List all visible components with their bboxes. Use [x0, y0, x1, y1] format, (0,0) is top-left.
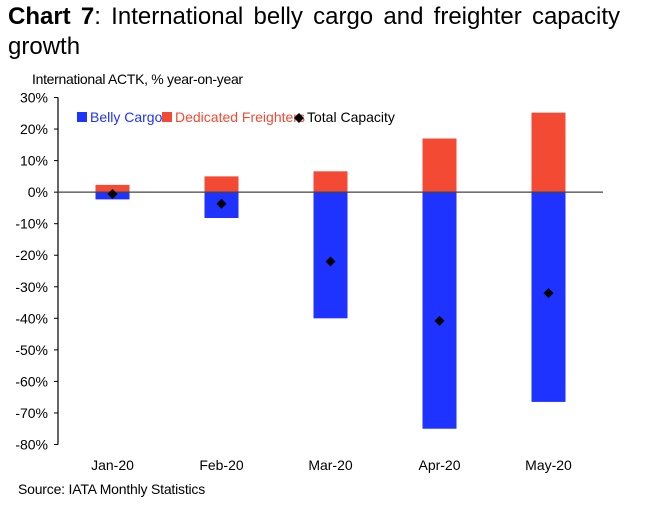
legend-label-total-capacity: Total Capacity — [307, 109, 395, 125]
chart-title: Chart 7: International belly cargo and f… — [8, 2, 620, 62]
legend-swatch-dedicated-freighters — [162, 112, 172, 122]
bar-belly-cargo — [313, 192, 348, 319]
y-tick-label: 30% — [20, 90, 48, 106]
y-tick-label: 10% — [20, 153, 48, 169]
y-tick-label: -60% — [15, 373, 48, 389]
y-tick-label: -50% — [15, 342, 48, 358]
legend-label-belly-cargo: Belly Cargo — [90, 109, 163, 125]
marker-total-capacity — [434, 315, 445, 326]
bar-dedicated-freighters — [531, 112, 566, 193]
y-tick-label: -30% — [15, 279, 48, 295]
x-tick-label: May-20 — [525, 457, 572, 473]
y-tick-label: -20% — [15, 247, 48, 263]
bar-dedicated-freighters — [313, 171, 348, 193]
chart-title-text: : International belly cargo and freighte… — [8, 3, 621, 60]
legend-marker-total-capacity — [294, 113, 304, 123]
x-tick-label: Apr-20 — [418, 457, 460, 473]
y-tick-label: -70% — [15, 405, 48, 421]
legend-swatch-belly-cargo — [77, 112, 87, 122]
source-note: Source: IATA Monthly Statistics — [18, 481, 206, 497]
bar-dedicated-freighters — [95, 184, 130, 193]
marker-total-capacity — [107, 189, 118, 200]
bar-belly-cargo — [422, 192, 457, 429]
marker-total-capacity — [543, 288, 554, 299]
y-tick-label: -80% — [15, 437, 48, 453]
marker-total-capacity — [325, 256, 336, 267]
bar-dedicated-freighters — [422, 138, 457, 193]
bar-dedicated-freighters — [204, 176, 239, 193]
x-tick-label: Feb-20 — [199, 457, 244, 473]
legend-label-dedicated-freighters: Dedicated Freighters — [175, 109, 305, 125]
y-axis-label: International ACTK, % year-on-year — [32, 71, 243, 87]
y-tick-label: 20% — [20, 121, 48, 137]
x-tick-label: Jan-20 — [91, 457, 134, 473]
x-tick-label: Mar-20 — [308, 457, 353, 473]
y-tick-label: 0% — [28, 184, 48, 200]
chart-number: Chart 7 — [8, 3, 95, 30]
marker-total-capacity — [216, 198, 227, 209]
y-tick-label: -10% — [15, 216, 48, 232]
y-tick-label: -40% — [15, 310, 48, 326]
